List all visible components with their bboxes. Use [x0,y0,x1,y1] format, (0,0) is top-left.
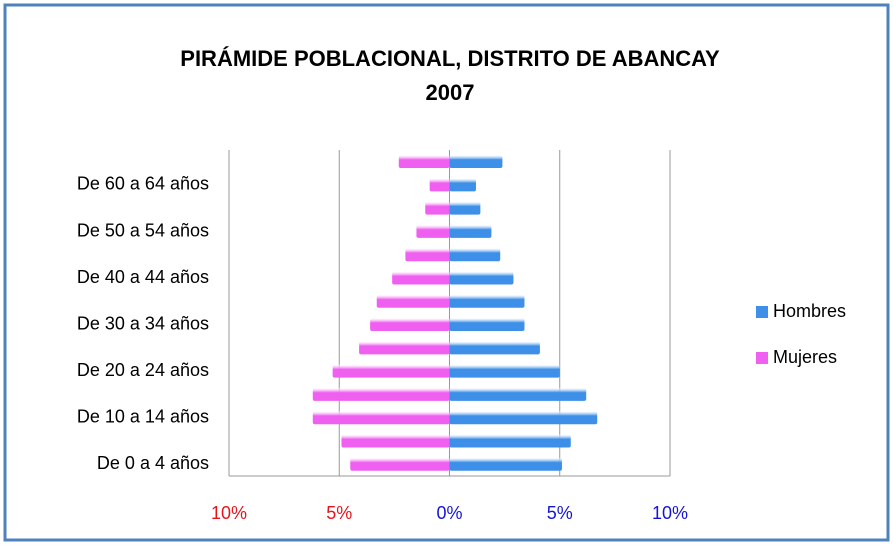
bar [449,155,503,169]
bar [449,248,501,262]
y-tick-label: De 60 a 64 años [77,174,209,194]
bar [376,294,450,308]
x-tick-label: 0% [436,503,462,523]
bar [449,178,476,192]
bar [359,341,450,355]
y-tick-label: De 20 a 24 años [77,360,209,380]
y-tick-label: De 0 a 4 años [97,453,209,473]
legend-swatch [756,306,768,318]
chart-title: PIRÁMIDE POBLACIONAL, DISTRITO DE ABANCA… [180,46,720,71]
bar [449,294,525,308]
bar [449,411,598,425]
x-tick-label: 10% [652,503,688,523]
legend-label: Mujeres [773,347,837,367]
bar [449,388,587,401]
bar [370,318,450,332]
y-tick-label: De 30 a 34 años [77,313,209,333]
y-tick-label: De 40 a 44 años [77,267,209,287]
bar [449,341,540,355]
bar [341,434,450,448]
bar [350,457,450,471]
bar [429,178,450,192]
legend-swatch [756,352,768,364]
bar [449,225,492,238]
bar [312,388,450,401]
y-tick-label: De 50 a 54 años [77,220,209,240]
bar [449,201,481,215]
bar [449,271,514,285]
bar [312,411,450,425]
x-tick-label: 10% [211,503,247,523]
chart-title: 2007 [426,80,475,105]
bar [332,364,450,378]
bar [449,364,560,378]
bar [449,318,525,332]
bar [416,225,450,238]
bar [398,155,450,169]
bar [449,457,562,471]
x-tick-label: 5% [326,503,352,523]
legend-label: Hombres [773,301,846,321]
y-tick-label: De 10 a 14 años [77,407,209,427]
bar [449,434,571,448]
bar [405,248,450,262]
x-tick-label: 5% [547,503,573,523]
bar [392,271,450,285]
bar [425,201,450,215]
